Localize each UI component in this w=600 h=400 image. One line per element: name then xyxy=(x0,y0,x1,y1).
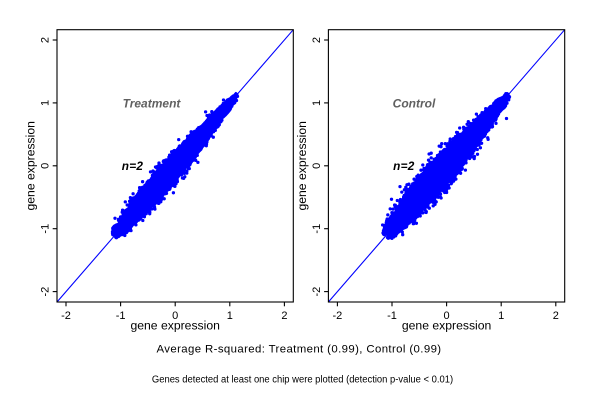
svg-text:1: 1 xyxy=(227,310,233,322)
svg-text:n=2: n=2 xyxy=(122,159,144,173)
svg-text:-2: -2 xyxy=(311,287,323,297)
svg-text:gene expression: gene expression xyxy=(130,319,219,333)
svg-text:-2: -2 xyxy=(61,310,71,322)
svg-text:1: 1 xyxy=(311,100,323,106)
svg-text:1: 1 xyxy=(498,310,504,322)
svg-text:Treatment: Treatment xyxy=(123,97,182,111)
svg-text:-1: -1 xyxy=(311,224,323,234)
svg-text:2: 2 xyxy=(281,310,287,322)
svg-text:2: 2 xyxy=(40,37,52,43)
svg-text:Genes detected at least one ch: Genes detected at least one chip were pl… xyxy=(152,374,453,385)
svg-text:0: 0 xyxy=(172,310,178,322)
svg-text:gene expression: gene expression xyxy=(24,121,38,210)
svg-text:-1: -1 xyxy=(116,310,126,322)
svg-text:gene expression: gene expression xyxy=(402,319,491,333)
svg-text:0: 0 xyxy=(444,310,450,322)
svg-text:0: 0 xyxy=(311,163,323,169)
svg-text:Average R-squared: Treatment (: Average R-squared: Treatment (0.99), Con… xyxy=(157,344,442,356)
svg-text:1: 1 xyxy=(40,100,52,106)
svg-text:-1: -1 xyxy=(387,310,397,322)
svg-text:2: 2 xyxy=(553,310,559,322)
svg-text:Control: Control xyxy=(393,97,436,111)
svg-text:0: 0 xyxy=(40,163,52,169)
svg-text:-1: -1 xyxy=(40,224,52,234)
svg-text:gene expression: gene expression xyxy=(295,121,309,210)
svg-text:n=2: n=2 xyxy=(393,159,415,173)
svg-text:-2: -2 xyxy=(333,310,343,322)
svg-text:2: 2 xyxy=(311,37,323,43)
svg-text:-2: -2 xyxy=(40,287,52,297)
